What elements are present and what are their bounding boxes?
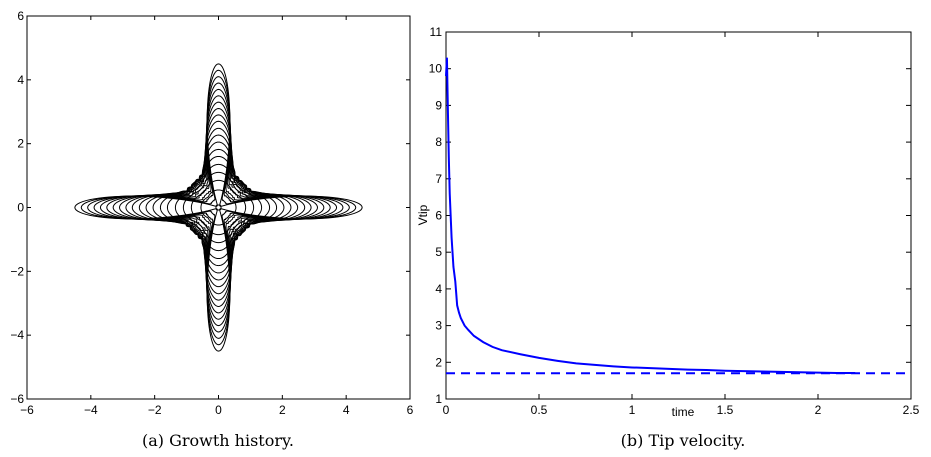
tip-velocity-series [445,57,856,374]
growth-history-ticks: −6 −4 −2 0 2 4 6 −6 −4 −2 0 2 4 6 [10,9,413,417]
x-tick-label: −4 [84,403,98,417]
y-tick-label: 7 [435,172,442,186]
y-tick-label: 5 [435,245,442,259]
growth-contour [119,108,318,307]
growth-contours [74,63,363,352]
growth-contour [99,88,338,327]
growth-contour [106,95,331,320]
growth-history-panel: −6 −4 −2 0 2 4 6 −6 −4 −2 0 2 4 6 [10,9,413,417]
x-tick-label: 0 [443,403,450,417]
tip-velocity-axes-box [445,31,912,400]
growth-contour [200,189,237,226]
y-tick-label: −4 [10,328,24,342]
growth-contour [174,163,263,252]
y-tick-label: 6 [17,9,24,23]
growth-contour [166,155,271,260]
growth-contour [138,127,299,288]
x-tick-label: 1.5 [717,403,734,417]
x-tick-label: −2 [148,403,162,417]
growth-contour [159,148,278,267]
y-tick-label: 2 [17,137,24,151]
y-tick-label: 6 [435,209,442,223]
y-tick-label: 9 [435,98,442,112]
x-tick-label: 2 [815,403,822,417]
growth-contour [74,63,363,352]
x-tick-label: 0 [215,403,222,417]
tip-velocity-panel: 0 0.5 1 1.5 2 2.5 1 2 3 4 5 6 7 8 9 10 11 time Vtip [416,25,920,419]
growth-contour [93,82,344,333]
y-tick-label: 4 [435,282,442,296]
growth-contour [131,120,306,295]
y-axis-label: Vtip [416,204,430,225]
y-tick-label: −2 [10,264,24,278]
x-tick-label: 0.5 [531,403,548,417]
x-tick-label: −6 [20,403,34,417]
y-tick-label: 3 [435,319,442,333]
growth-history-axes-box [26,15,411,400]
x-axis-label: time [672,405,695,419]
y-tick-label: 0 [17,201,24,215]
x-tick-label: 2.5 [903,403,920,417]
growth-contour [152,141,285,274]
growth-contour [112,101,325,314]
y-tick-label: 8 [435,135,442,149]
growth-contour [125,114,312,301]
growth-contour [80,69,357,346]
growth-contour [87,76,350,339]
y-tick-label: 10 [429,62,443,76]
y-tick-label: 2 [435,355,442,369]
y-tick-label: 1 [435,392,442,406]
x-tick-label: 2 [279,403,286,417]
y-tick-label: 11 [430,25,443,39]
growth-contour [190,179,247,236]
x-tick-label: 1 [629,403,636,417]
tip-velocity-ticks: 0 0.5 1 1.5 2 2.5 1 2 3 4 5 6 7 8 9 10 11 [429,25,920,417]
x-tick-label: 6 [407,403,414,417]
tip-velocity-caption: (b) Tip velocity. [621,431,746,450]
x-tick-label: 4 [343,403,350,417]
y-tick-label: −6 [10,392,24,406]
growth-history-caption: (a) Growth history. [142,431,294,450]
y-tick-label: 4 [17,73,24,87]
